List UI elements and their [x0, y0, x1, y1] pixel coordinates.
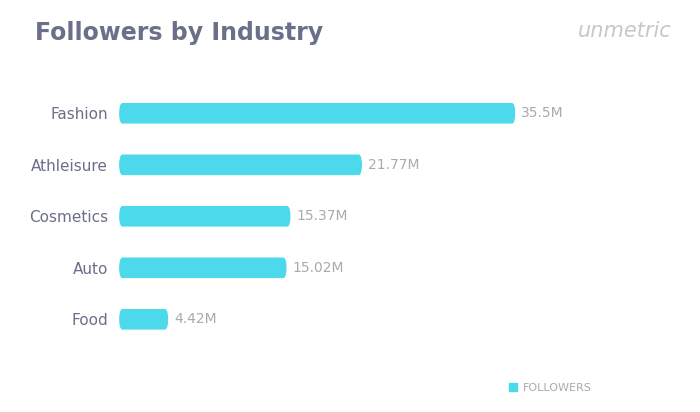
- FancyBboxPatch shape: [119, 258, 287, 278]
- Text: 35.5M: 35.5M: [521, 106, 564, 120]
- Text: 15.37M: 15.37M: [296, 209, 348, 223]
- Text: 15.02M: 15.02M: [293, 261, 344, 275]
- FancyBboxPatch shape: [119, 309, 169, 330]
- Text: Followers by Industry: Followers by Industry: [35, 21, 323, 44]
- Text: 4.42M: 4.42M: [174, 312, 216, 326]
- FancyBboxPatch shape: [119, 206, 290, 227]
- FancyBboxPatch shape: [119, 154, 362, 175]
- FancyBboxPatch shape: [119, 103, 515, 124]
- Text: unmetric: unmetric: [578, 21, 672, 41]
- Text: 21.77M: 21.77M: [368, 158, 419, 172]
- Legend: FOLLOWERS: FOLLOWERS: [508, 383, 592, 393]
